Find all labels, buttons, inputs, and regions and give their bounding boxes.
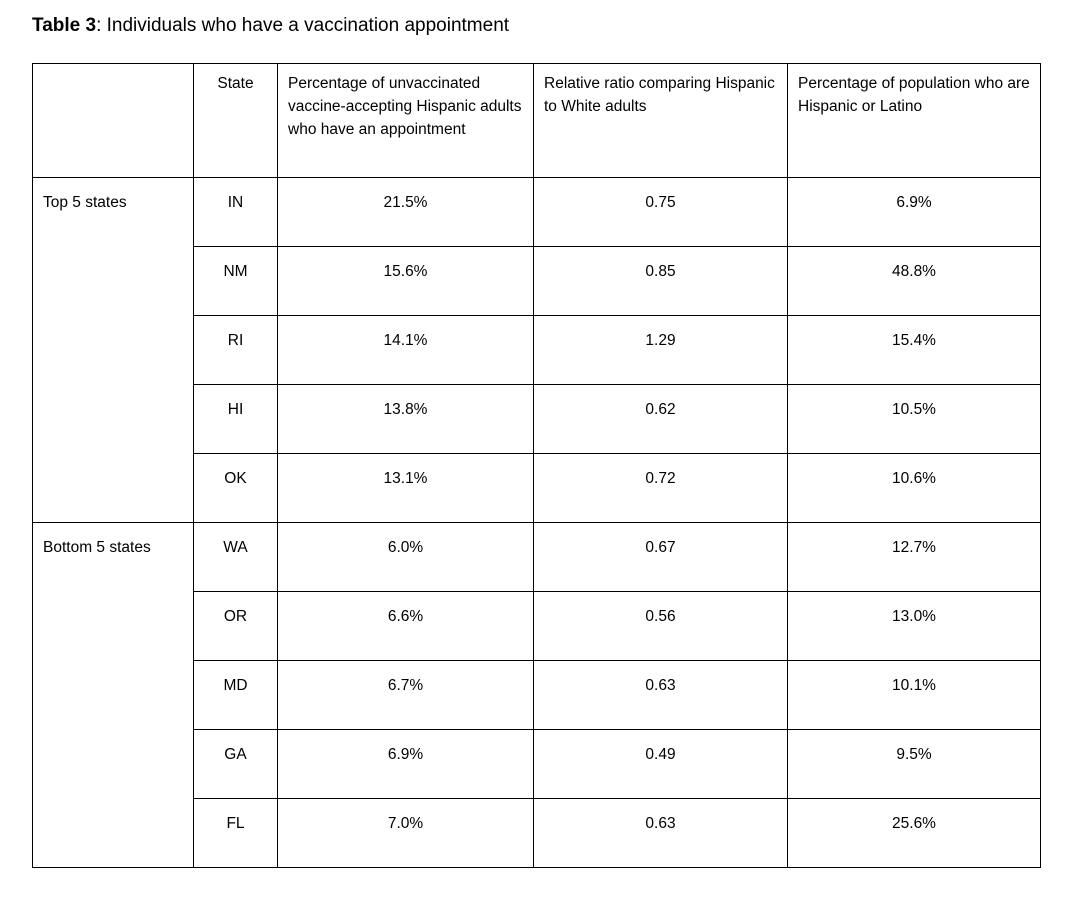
table-row: OR 6.6% 0.56 13.0% (33, 591, 1041, 661)
pct-hispanic-cell: 10.6% (787, 453, 1041, 523)
state-cell: RI (193, 315, 278, 385)
table-row: OK 13.1% 0.72 10.6% (33, 453, 1041, 523)
state-cell: OK (193, 453, 278, 523)
header-group-blank (32, 63, 194, 178)
pct-hispanic-cell: 13.0% (787, 591, 1041, 661)
pct-hispanic-cell: 9.5% (787, 729, 1041, 799)
relative-ratio-cell: 1.29 (533, 315, 788, 385)
relative-ratio-cell: 0.56 (533, 591, 788, 661)
pct-hispanic-cell: 15.4% (787, 315, 1041, 385)
pct-hispanic-cell: 25.6% (787, 798, 1041, 868)
table-row: Bottom 5 states WA 6.0% 0.67 12.7% (32, 522, 1041, 868)
relative-ratio-cell: 0.62 (533, 384, 788, 454)
header-state: State (193, 63, 278, 178)
relative-ratio-cell: 0.85 (533, 246, 788, 316)
state-cell: NM (193, 246, 278, 316)
header-relative-ratio: Relative ratio comparing Hispanic to Whi… (533, 63, 788, 178)
group-label-top5: Top 5 states (32, 177, 194, 523)
table-title: Table 3: Individuals who have a vaccinat… (32, 14, 1040, 38)
header-pct-appointment: Percentage of unvaccinated vaccine-accep… (277, 63, 534, 178)
relative-ratio-cell: 0.75 (533, 177, 788, 247)
state-cell: OR (193, 591, 278, 661)
relative-ratio-cell: 0.63 (533, 660, 788, 730)
pct-hispanic-cell: 48.8% (787, 246, 1041, 316)
relative-ratio-cell: 0.67 (533, 522, 788, 592)
pct-appointment-cell: 6.9% (277, 729, 534, 799)
table-row: NM 15.6% 0.85 48.8% (33, 246, 1041, 316)
pct-appointment-cell: 7.0% (277, 798, 534, 868)
pct-appointment-cell: 6.6% (277, 591, 534, 661)
pct-hispanic-cell: 10.1% (787, 660, 1041, 730)
pct-hispanic-cell: 6.9% (787, 177, 1041, 247)
relative-ratio-cell: 0.63 (533, 798, 788, 868)
table-title-number: Table 3 (32, 15, 97, 36)
header-pct-hispanic: Percentage of population who are Hispani… (787, 63, 1041, 178)
group-label-bottom5: Bottom 5 states (32, 522, 194, 868)
table-row: FL 7.0% 0.63 25.6% (33, 798, 1041, 868)
table-row: RI 14.1% 1.29 15.4% (33, 315, 1041, 385)
pct-hispanic-cell: 12.7% (787, 522, 1041, 592)
relative-ratio-cell: 0.49 (533, 729, 788, 799)
pct-appointment-cell: 21.5% (277, 177, 534, 247)
vaccination-appointment-table: State Percentage of unvaccinated vaccine… (32, 63, 1041, 868)
pct-appointment-cell: 6.7% (277, 660, 534, 730)
state-cell: WA (193, 522, 278, 592)
state-cell: FL (193, 798, 278, 868)
table-row: HI 13.8% 0.62 10.5% (33, 384, 1041, 454)
header-row: State Percentage of unvaccinated vaccine… (32, 63, 1041, 178)
table-row: GA 6.9% 0.49 9.5% (33, 729, 1041, 799)
table-title-text: : Individuals who have a vaccination app… (96, 15, 510, 36)
pct-appointment-cell: 13.1% (277, 453, 534, 523)
table-row: MD 6.7% 0.63 10.1% (33, 660, 1041, 730)
pct-appointment-cell: 14.1% (277, 315, 534, 385)
state-cell: HI (193, 384, 278, 454)
pct-appointment-cell: 13.8% (277, 384, 534, 454)
pct-appointment-cell: 15.6% (277, 246, 534, 316)
relative-ratio-cell: 0.72 (533, 453, 788, 523)
pct-appointment-cell: 6.0% (277, 522, 534, 592)
state-cell: GA (193, 729, 278, 799)
table-row: Top 5 states IN 21.5% 0.75 6.9% (32, 177, 1041, 523)
state-cell: MD (193, 660, 278, 730)
pct-hispanic-cell: 10.5% (787, 384, 1041, 454)
state-cell: IN (193, 177, 278, 247)
